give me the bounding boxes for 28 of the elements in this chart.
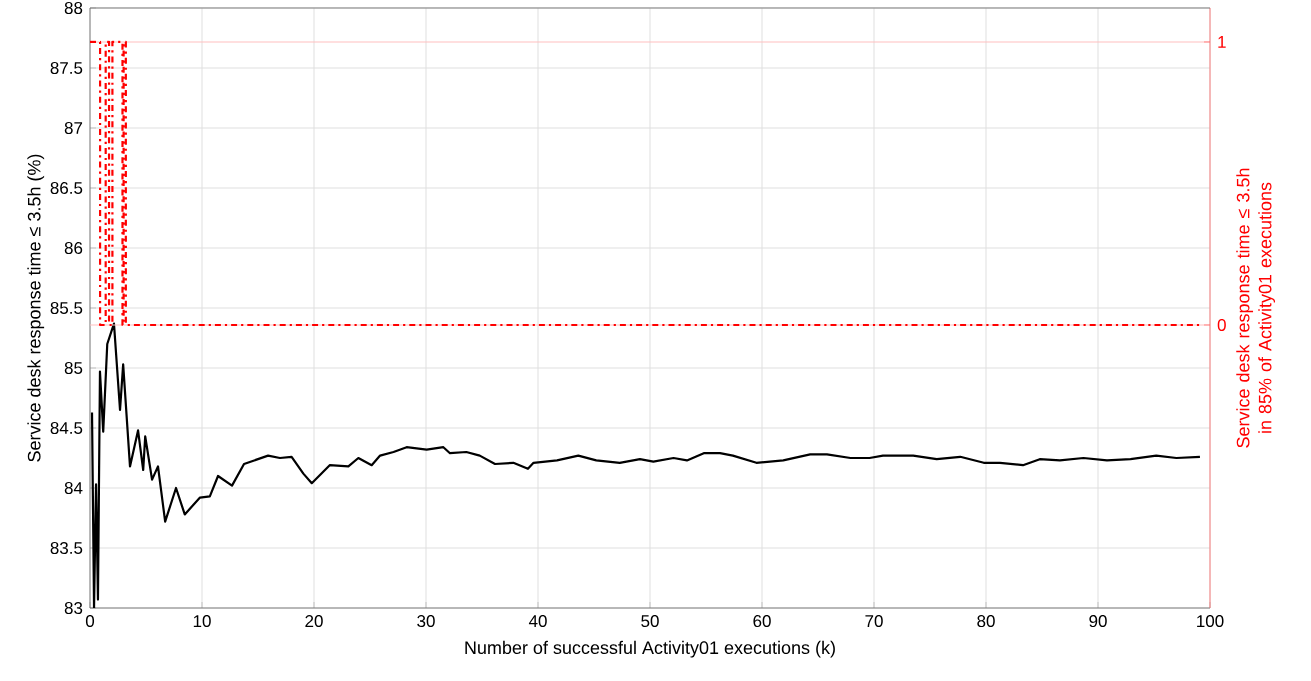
y-axis-title: Service desk response time ≤ 3.5h (%)	[27, 154, 45, 462]
x-tick-label: 100	[1197, 615, 1224, 628]
y-tick-label: 86.5	[50, 182, 83, 195]
x-tick-label: 70	[865, 615, 883, 628]
x-tick-label: 30	[417, 615, 435, 628]
y-tick-label: 87	[64, 122, 83, 135]
line-series	[90, 322, 1202, 608]
x-tick-label: 60	[753, 615, 771, 628]
y-tick-label: 84.5	[50, 422, 83, 435]
y-tick-label: 85.5	[50, 302, 83, 315]
y2-axis-title: Service desk response time ≤ 3.5h in 85% of Activity01 executions	[1236, 168, 1276, 448]
y-tick-label: 83.5	[50, 542, 83, 555]
x-tick-label: 40	[528, 615, 547, 628]
x-axis-title: Number of successful Activity01 executions (k)	[465, 640, 835, 658]
y-tick-label: 87.5	[50, 62, 83, 75]
y-tick-label: 83	[64, 601, 83, 615]
x-tick-label: 90	[1089, 615, 1107, 628]
y-tick-label: 86	[64, 242, 83, 255]
x-tick-label: 50	[641, 615, 659, 628]
x-tick-label: 20	[305, 615, 323, 628]
x-tick-label: 0	[85, 615, 95, 628]
y-tick-label: 85	[64, 362, 83, 375]
y-tick-label: 88	[64, 2, 83, 15]
y2-tick-label: 0	[1217, 318, 1226, 331]
y-tick-label: 84	[64, 482, 83, 495]
x-tick-label: 10	[193, 615, 211, 628]
y2-tick-label: 1	[1218, 36, 1226, 48]
x-tick-label: 80	[977, 615, 995, 628]
